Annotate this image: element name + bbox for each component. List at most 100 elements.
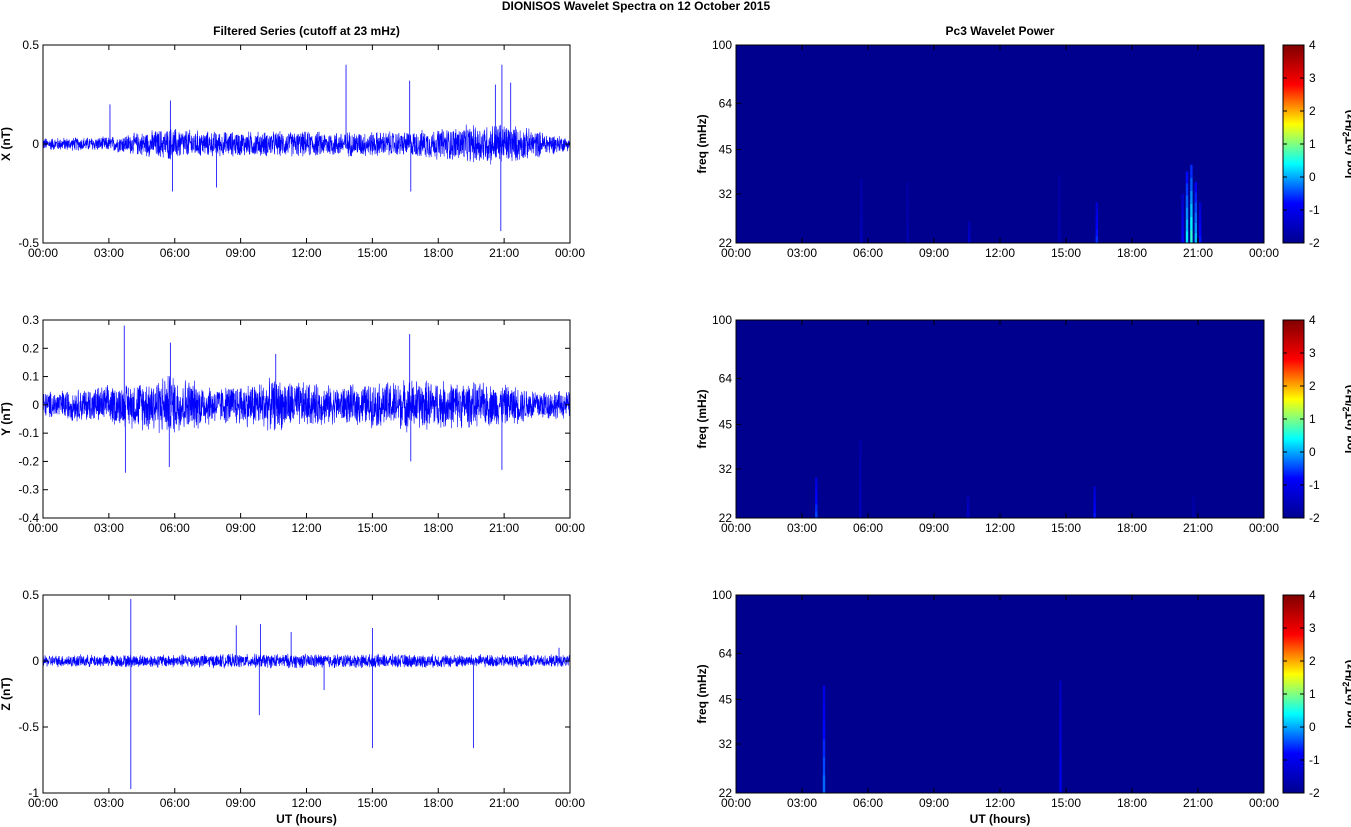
spectrum-burst (1059, 755, 1062, 775)
colorbar-tick-label: -1 (1309, 753, 1320, 767)
spectrum-burst (1185, 207, 1189, 220)
colorbar-tick-label: 1 (1309, 687, 1316, 701)
colorbar-tick-label: 0 (1309, 170, 1316, 184)
x-tick-label: 18:00 (423, 521, 453, 535)
y-tick-label: 0 (32, 398, 39, 412)
colorbar-tick-label: -2 (1309, 511, 1320, 525)
spectrum-burst (1093, 507, 1096, 513)
spectrum-burst (906, 192, 909, 203)
y-tick-label: -0.2 (18, 454, 39, 468)
x-tick-label: 06:00 (853, 246, 883, 260)
spectrum-burst (859, 465, 862, 479)
y-tick-label: 32 (719, 737, 733, 751)
colorbar-tick-label: -2 (1309, 236, 1320, 250)
y-tick-label: -0.5 (18, 236, 39, 250)
x-tick-label: 09:00 (919, 521, 949, 535)
y-tick-label: 64 (719, 371, 733, 385)
x-tick-label: 18:00 (1117, 796, 1147, 810)
spectrum-burst (968, 228, 971, 233)
spectrum-burst (860, 221, 863, 233)
colorbar-tick-label: 0 (1309, 720, 1316, 734)
y-tick-label: 100 (712, 588, 732, 602)
colorbar-tick-label: 4 (1309, 588, 1316, 602)
spectrum-burst (966, 507, 970, 511)
spectrum-burst (815, 511, 818, 518)
spectrum-burst (1194, 192, 1197, 203)
spectrum-burst (1190, 190, 1193, 204)
x-axis-label: UT (hours) (970, 812, 1031, 826)
colorbar-tick-label: 3 (1309, 346, 1316, 360)
x-tick-label: 12:00 (985, 521, 1015, 535)
colorbar-tick-label: -1 (1309, 203, 1320, 217)
z-series-panel: 0.5 0 -0.5 -1 Z (nT) (0, 588, 571, 800)
colorbar-tick-label: 1 (1309, 137, 1316, 151)
x-tick-label: 15:00 (357, 521, 387, 535)
spectrum-burst (968, 221, 971, 225)
spectrum-burst (822, 775, 826, 793)
y-tick-label: 0.5 (22, 588, 39, 602)
spectrum-burst (1185, 231, 1189, 243)
x-tick-label: 03:00 (787, 796, 817, 810)
spectrum-burst (1095, 215, 1098, 223)
x-tick-label: 21:00 (489, 246, 519, 260)
x-tick-label: 06:00 (160, 246, 190, 260)
spectrum-burst (1093, 512, 1096, 518)
x-tick-label: 21:00 (1183, 796, 1213, 810)
x-tick-label: 00:00 (555, 521, 585, 535)
spectrum-burst (822, 685, 826, 704)
spectrum-burst (822, 739, 826, 758)
spectrum-burst (1199, 215, 1202, 223)
y-axis-label: freq (mHz) (695, 114, 709, 173)
spectrum-burst (1199, 202, 1202, 210)
spectrum-burst (1194, 182, 1197, 193)
spectrum-burst (906, 212, 909, 223)
spectrum-burst (1192, 503, 1195, 508)
x-tick-label: 15:00 (1051, 796, 1081, 810)
spectrum-burst (1093, 486, 1096, 492)
x-tick-label: 00:00 (1249, 796, 1279, 810)
panel-title: Pc3 Wavelet Power (946, 24, 1055, 38)
y-tick-label: 64 (719, 96, 733, 110)
spectrum-burst (815, 484, 818, 491)
colorbar-label: log2(nT2/Hz) (1341, 110, 1351, 179)
y-axis-label: Z (nT) (0, 677, 13, 710)
y-tick-label: 32 (719, 187, 733, 201)
spectrum-burst (1181, 202, 1184, 211)
y-tick-label: 0 (32, 137, 39, 151)
spectrum-burst (860, 178, 863, 190)
data-trace (42, 375, 571, 433)
y-tick-label: 100 (712, 38, 732, 52)
spectrum-burst (1058, 197, 1061, 210)
colorbar-tick-label: 1 (1309, 412, 1316, 426)
spectrum-burst (1190, 177, 1193, 191)
y-tick-label: 0.5 (22, 38, 39, 52)
y-axis-label: freq (mHz) (695, 389, 709, 448)
spectrum-burst (860, 232, 863, 243)
x-tick-label: 00:00 (1249, 521, 1279, 535)
spectrum-burst (860, 200, 863, 211)
spectrum-burst (1095, 229, 1098, 237)
spectrum-burst (822, 703, 826, 722)
x-tick-label: 18:00 (423, 796, 453, 810)
x-tick-label: 00:00 (721, 521, 751, 535)
spectrum-burst (859, 478, 862, 492)
x-tick-label: 00:00 (1249, 246, 1279, 260)
y-tick-label: -0.3 (18, 483, 39, 497)
x-tick-label: 00:00 (555, 246, 585, 260)
spectrum-burst (1058, 220, 1061, 232)
y-tick-label: 64 (719, 646, 733, 660)
x-series-panel: Filtered Series (cutoff at 23 mHz) 0.5 0 -0… (0, 24, 571, 250)
x-tick-label: 21:00 (1183, 521, 1213, 535)
colorbar-tick-label: 4 (1309, 38, 1316, 52)
spectrum-burst (906, 232, 909, 243)
spectrum-burst (1093, 496, 1096, 503)
y-tick-label: 0.2 (22, 341, 39, 355)
spectrum-burst (1059, 680, 1062, 700)
spectrum-background (736, 45, 1264, 243)
x-tick-label: 06:00 (853, 796, 883, 810)
spectrum-burst (1192, 514, 1195, 518)
spectrum-burst (1058, 186, 1061, 198)
x-tick-label: 00:00 (28, 246, 58, 260)
